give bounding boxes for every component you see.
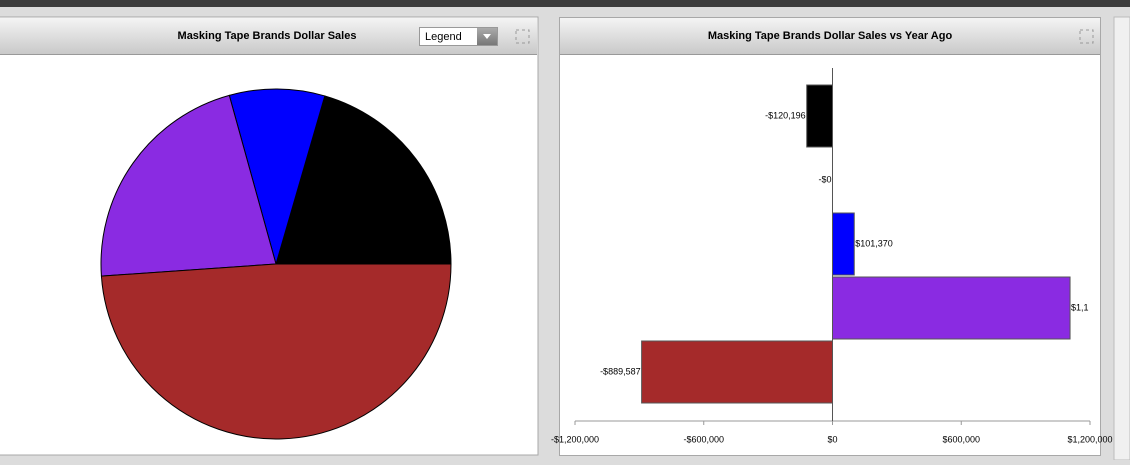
scrollbar[interactable] bbox=[1113, 16, 1130, 461]
chart-title: Masking Tape Brands Dollar Sales vs Year… bbox=[708, 30, 953, 42]
value-label: $101,370 bbox=[855, 238, 893, 248]
bar-chart: -$120,196 -$0 $101,370 $1,1 -$889,587 bbox=[574, 68, 1091, 425]
dropdown-arrow bbox=[483, 34, 491, 39]
value-label: $1,1 bbox=[1071, 302, 1089, 312]
pie-slice bbox=[100, 94, 277, 277]
dropdown-label[interactable]: Legend bbox=[425, 31, 462, 43]
bar bbox=[641, 340, 833, 404]
x-tick-label: $600,000 bbox=[942, 434, 980, 444]
bar bbox=[832, 212, 855, 276]
legend-dropdown[interactable]: Legend bbox=[419, 27, 498, 46]
x-tick-label: $0 bbox=[827, 434, 837, 444]
expand-icon[interactable] bbox=[515, 29, 530, 44]
pie-slice bbox=[228, 88, 326, 266]
bar bbox=[832, 276, 1071, 340]
value-label: -$889,587 bbox=[600, 366, 641, 376]
bar bbox=[806, 84, 834, 148]
pie-slice bbox=[100, 263, 452, 440]
x-tick-label: -$1,200,000 bbox=[551, 434, 599, 444]
top-bar bbox=[0, 0, 1130, 7]
expand-icon[interactable] bbox=[1079, 29, 1094, 44]
value-label: -$0 bbox=[818, 174, 831, 184]
pie-slice bbox=[275, 95, 452, 265]
panel-header bbox=[560, 18, 1100, 54]
x-tick-label: $1,200,000 bbox=[1067, 434, 1112, 444]
value-label: -$120,196 bbox=[765, 110, 806, 120]
chart-title: Masking Tape Brands Dollar Sales bbox=[178, 30, 357, 42]
x-tick-label: -$600,000 bbox=[683, 434, 724, 444]
